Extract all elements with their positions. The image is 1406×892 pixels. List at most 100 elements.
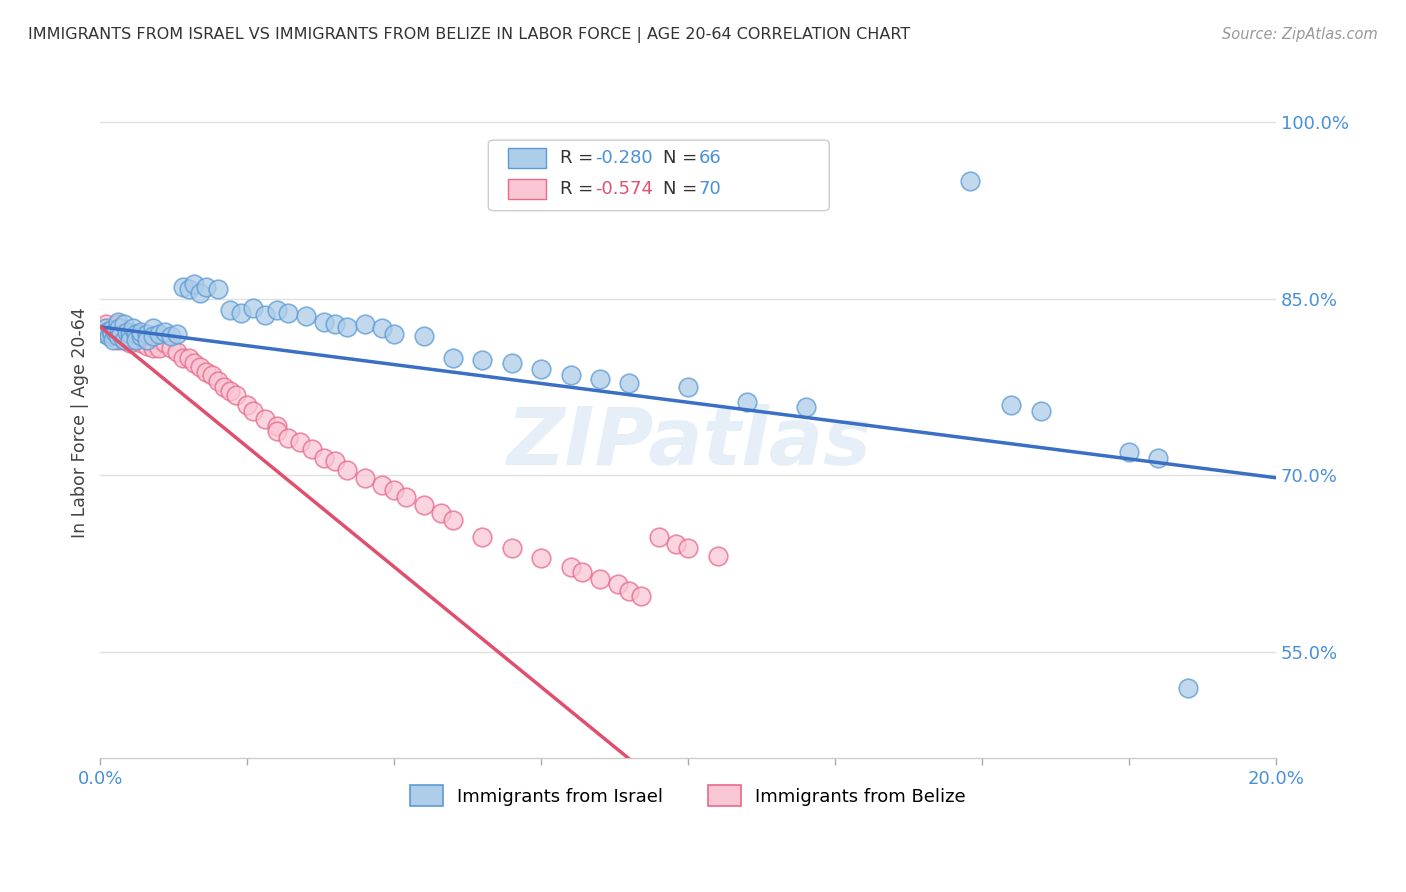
Point	[131, 329, 153, 343]
Point	[336, 462, 359, 476]
Point	[619, 376, 641, 391]
Point	[118, 329, 141, 343]
FancyBboxPatch shape	[488, 140, 830, 211]
Point	[253, 308, 276, 322]
Point	[735, 395, 758, 409]
Point	[1177, 681, 1199, 695]
Point	[118, 336, 141, 351]
Text: R =: R =	[560, 180, 599, 198]
Point	[354, 471, 377, 485]
Text: N =: N =	[664, 149, 703, 168]
Point	[112, 326, 135, 341]
Point	[172, 279, 194, 293]
Point	[91, 321, 114, 335]
Point	[101, 329, 124, 343]
Point	[706, 549, 728, 563]
Point	[794, 400, 817, 414]
Point	[225, 388, 247, 402]
Point	[312, 450, 335, 465]
Point	[166, 344, 188, 359]
Point	[131, 329, 153, 343]
Point	[336, 319, 359, 334]
Point	[153, 336, 176, 351]
Point	[207, 282, 229, 296]
Point	[107, 329, 129, 343]
Point	[142, 321, 165, 335]
Point	[118, 333, 141, 347]
Point	[142, 341, 165, 355]
Point	[501, 356, 523, 370]
Point	[148, 326, 170, 341]
Point	[412, 498, 434, 512]
Point	[177, 351, 200, 365]
Point	[471, 352, 494, 367]
Point	[959, 174, 981, 188]
Point	[1147, 450, 1170, 465]
Point	[236, 398, 259, 412]
Point	[103, 333, 125, 347]
Point	[1000, 398, 1022, 412]
Point	[104, 325, 127, 339]
Point	[96, 321, 118, 335]
Point	[177, 282, 200, 296]
Point	[395, 490, 418, 504]
Point	[96, 318, 118, 332]
Point	[195, 279, 218, 293]
Point	[371, 321, 394, 335]
Point	[560, 560, 582, 574]
Point	[218, 384, 240, 398]
Point	[131, 336, 153, 351]
Point	[136, 339, 159, 353]
Point	[382, 326, 405, 341]
Point	[104, 325, 127, 339]
Point	[124, 326, 146, 341]
Point	[108, 321, 131, 335]
Point	[501, 541, 523, 556]
Point	[172, 351, 194, 365]
Point	[100, 323, 122, 337]
Point	[136, 333, 159, 347]
Text: ZIPatlas: ZIPatlas	[506, 403, 870, 482]
Text: -0.574: -0.574	[595, 180, 654, 198]
Point	[266, 303, 288, 318]
Text: IMMIGRANTS FROM ISRAEL VS IMMIGRANTS FROM BELIZE IN LABOR FORCE | AGE 20-64 CORR: IMMIGRANTS FROM ISRAEL VS IMMIGRANTS FRO…	[28, 27, 910, 43]
Point	[571, 565, 593, 579]
Point	[266, 424, 288, 438]
Point	[153, 325, 176, 339]
Point	[471, 530, 494, 544]
Point	[1029, 403, 1052, 417]
Point	[530, 362, 553, 376]
Point	[107, 315, 129, 329]
Point	[295, 310, 318, 324]
Point	[118, 325, 141, 339]
Point	[183, 356, 205, 370]
Point	[121, 321, 143, 335]
Point	[665, 537, 688, 551]
Text: 66: 66	[699, 149, 721, 168]
Point	[124, 326, 146, 341]
Point	[1118, 445, 1140, 459]
Text: R =: R =	[560, 149, 599, 168]
Point	[253, 412, 276, 426]
Point	[231, 306, 253, 320]
Point	[101, 326, 124, 341]
Point	[619, 583, 641, 598]
Point	[589, 372, 612, 386]
Text: N =: N =	[664, 180, 703, 198]
Legend: Immigrants from Israel, Immigrants from Belize: Immigrants from Israel, Immigrants from …	[404, 778, 973, 814]
Point	[101, 321, 124, 335]
Point	[676, 380, 699, 394]
Point	[107, 326, 129, 341]
Point	[201, 368, 224, 383]
Point	[94, 326, 117, 341]
Point	[112, 333, 135, 347]
Point	[676, 541, 699, 556]
Point	[148, 333, 170, 347]
Point	[183, 277, 205, 292]
Point	[441, 513, 464, 527]
Point	[166, 326, 188, 341]
Point	[118, 326, 141, 341]
Point	[606, 577, 628, 591]
Point	[354, 318, 377, 332]
Point	[277, 306, 299, 320]
